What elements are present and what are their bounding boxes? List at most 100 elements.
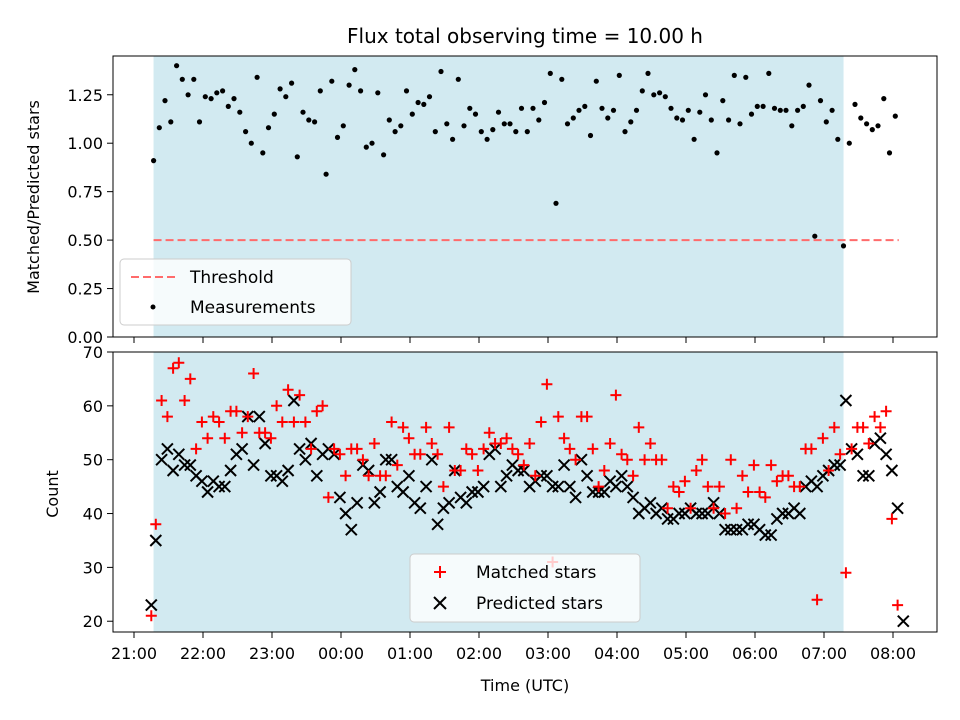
matched-stars-point <box>294 389 306 401</box>
matched-stars-point <box>639 454 651 466</box>
matched-stars-point <box>685 502 697 514</box>
measurement-point <box>461 123 467 129</box>
measurement-point <box>415 99 421 106</box>
measurement-point <box>265 125 272 131</box>
matched-stars-point <box>219 432 231 444</box>
measurement-point <box>766 70 772 76</box>
matched-stars-point <box>765 459 777 471</box>
predicted-stars-point <box>833 458 847 472</box>
matched-stars-point <box>173 357 185 369</box>
matched-stars-point <box>271 400 283 412</box>
matched-stars-point <box>754 486 766 498</box>
measurement-point <box>610 107 617 113</box>
measurement-point <box>179 76 185 82</box>
predicted-stars-point <box>862 469 876 483</box>
predicted-stars-point <box>580 469 594 483</box>
x-tick-label: 00:00 <box>318 644 364 663</box>
predicted-stars-point <box>310 469 324 483</box>
measurement-point <box>271 111 277 117</box>
predicted-stars-point <box>373 485 387 499</box>
matched-stars-point <box>242 411 254 423</box>
y-tick-label-top: 0.50 <box>67 231 103 250</box>
predicted-stars-point <box>615 469 628 483</box>
predicted-stars-point <box>145 598 158 612</box>
predicted-stars-point <box>695 507 709 520</box>
predicted-stars-point <box>828 458 841 472</box>
matched-stars-point <box>633 421 645 433</box>
matched-stars-point <box>708 502 720 514</box>
measurement-point <box>668 105 674 111</box>
measurement-point <box>720 98 726 104</box>
measurement-point <box>559 76 565 82</box>
predicted-stars-point <box>730 523 743 536</box>
legend-predicted-swatch <box>433 596 447 610</box>
matched-stars-point <box>167 362 179 374</box>
predicted-stars-point <box>333 491 347 504</box>
measurement-point <box>754 103 760 109</box>
legend-bottom-box <box>409 553 641 623</box>
measurement-point <box>789 123 795 129</box>
measurement-point <box>858 115 864 121</box>
legend-threshold-label: Threshold <box>189 268 274 288</box>
measurement-point <box>260 150 266 156</box>
measurement-point <box>530 105 536 111</box>
measurement-point <box>679 117 686 123</box>
measurement-point <box>225 103 231 109</box>
predicted-stars-point <box>235 442 249 456</box>
measurement-point <box>214 90 220 96</box>
measurement-point <box>714 150 720 156</box>
measurement-point <box>852 101 858 107</box>
measurement-point <box>254 74 260 80</box>
measurement-point <box>840 243 847 249</box>
measurement-point <box>237 109 243 115</box>
x-ticks-bottom: 21:00 22:00 23:00 00:00 01:00 02:00 03:00 04:00… <box>111 632 916 663</box>
predicted-stars-point <box>718 523 732 536</box>
measurement-point <box>605 115 611 121</box>
matched-stars-point <box>460 443 472 455</box>
matched-stars-point <box>713 481 725 493</box>
matched-stars-point <box>742 486 754 498</box>
matched-stars-point <box>265 432 277 444</box>
measurement-point <box>248 140 254 146</box>
matched-stars-point <box>357 454 369 466</box>
predicted-stars-point <box>264 469 278 483</box>
matched-stars-point <box>179 395 191 406</box>
predicted-stars-point <box>161 442 174 456</box>
measurement-point <box>691 136 697 142</box>
predicted-stars-point <box>540 469 554 483</box>
x-tick-label: 06:00 <box>732 644 778 663</box>
measurement-point <box>317 88 323 94</box>
x-tick-label: 07:00 <box>801 644 847 663</box>
predicted-stars-point <box>626 491 640 504</box>
measurement-point <box>277 86 283 92</box>
matched-stars-point <box>817 432 829 444</box>
matched-stars-point <box>644 438 656 449</box>
predicted-stars-point <box>287 394 301 407</box>
predicted-stars-point <box>419 480 433 493</box>
measurement-point <box>352 67 358 73</box>
measurement-point <box>829 107 835 113</box>
matched-stars-point <box>236 427 248 439</box>
legend-bottom: Matched stars Predicted stars <box>409 553 641 623</box>
measurement-point <box>800 103 806 109</box>
predicted-stars-point <box>281 464 295 477</box>
predicted-stars-point <box>724 523 738 536</box>
predicted-stars-point <box>172 448 186 461</box>
y-tick-label-top: 0.25 <box>67 280 103 299</box>
y-axis-label-bottom: Count <box>43 470 62 518</box>
predicted-stars-point <box>741 518 755 531</box>
measurement-point <box>289 80 295 86</box>
measurement-point <box>864 121 870 127</box>
matched-stars-point <box>403 432 415 444</box>
measurement-point <box>174 63 180 69</box>
matched-stars-point <box>794 481 806 493</box>
matched-stars-point <box>604 438 616 449</box>
matched-stars-point <box>426 438 438 449</box>
matched-stars-point <box>598 465 610 476</box>
y-ticks-bottom: 20 30 40 50 60 70 <box>83 343 113 631</box>
y-tick-label-bottom: 30 <box>83 558 103 577</box>
matched-stars-point <box>880 405 892 417</box>
matched-stars-point <box>501 432 513 444</box>
measurement-point <box>639 88 645 94</box>
predicted-stars-point <box>368 496 381 510</box>
